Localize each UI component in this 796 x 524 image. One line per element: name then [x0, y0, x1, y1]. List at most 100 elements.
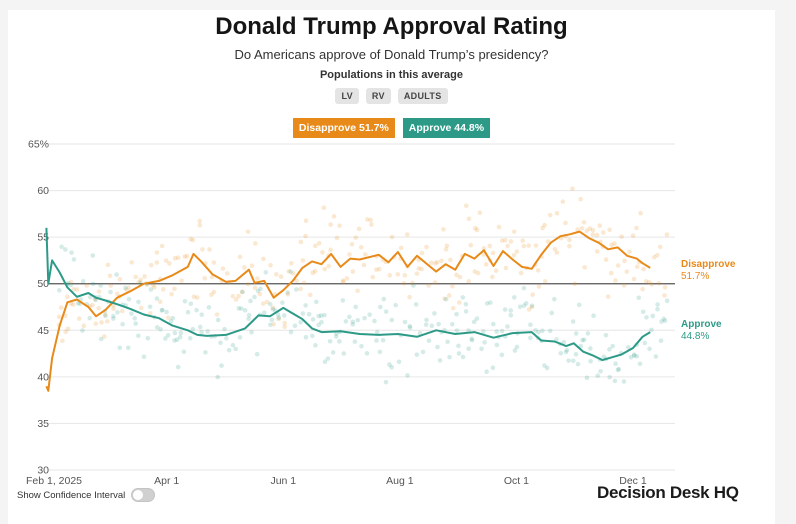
poll-dot [142, 274, 147, 279]
poll-dot [651, 254, 657, 260]
poll-dot [160, 307, 165, 313]
poll-dot [194, 307, 199, 313]
y-tick-label: 65% [28, 139, 49, 151]
poll-dot [363, 252, 368, 257]
poll-dot [563, 349, 569, 355]
poll-dot [133, 321, 138, 326]
poll-dot [655, 302, 660, 307]
population-adults-button[interactable]: ADULTS [397, 88, 448, 104]
poll-dot [646, 279, 652, 285]
poll-dot [167, 261, 172, 266]
poll-dot [285, 292, 291, 297]
poll-dot [278, 274, 284, 279]
population-lv-button[interactable]: LV [335, 88, 359, 104]
poll-dot [396, 359, 402, 365]
approve-end-label: Approve [681, 319, 722, 330]
poll-dot [333, 334, 339, 339]
legend-disapprove: Disapprove 51.7% [292, 118, 395, 138]
poll-dot [588, 358, 593, 364]
poll-dot [505, 243, 510, 249]
poll-dot [542, 222, 547, 228]
poll-dot [214, 312, 220, 317]
poll-dot [514, 249, 520, 254]
poll-dot [518, 270, 524, 276]
poll-dot [321, 205, 327, 211]
poll-dot [159, 308, 165, 313]
poll-dot [533, 327, 538, 333]
poll-dot [456, 351, 462, 356]
poll-dot [322, 312, 327, 318]
poll-dot [316, 313, 322, 319]
poll-dot [300, 311, 306, 316]
poll-dot [466, 216, 472, 222]
poll-dot [62, 247, 68, 252]
poll-dot [194, 295, 200, 300]
poll-dot [261, 310, 267, 315]
poll-dot [626, 344, 631, 350]
poll-dot [529, 304, 535, 310]
poll-dot [494, 342, 500, 348]
poll-dot [594, 232, 600, 238]
poll-dot [624, 269, 630, 274]
poll-dot [496, 224, 502, 230]
poll-dot [129, 311, 134, 316]
poll-dot [90, 281, 96, 287]
poll-dot [499, 352, 505, 358]
poll-dot [570, 358, 576, 364]
poll-dot [298, 319, 303, 325]
poll-dot [316, 322, 321, 328]
poll-dot [111, 313, 116, 319]
poll-dot [374, 338, 379, 343]
legend-approve: Approve 44.8% [402, 118, 491, 138]
poll-dot [181, 349, 187, 355]
confidence-interval-toggle[interactable] [131, 488, 156, 502]
poll-dot [454, 311, 459, 317]
poll-dot [622, 258, 627, 264]
poll-dot [310, 333, 315, 339]
poll-dot [640, 309, 646, 315]
poll-dot [636, 295, 642, 301]
poll-dot [630, 233, 636, 238]
poll-dot [483, 262, 489, 267]
poll-dot [334, 235, 340, 241]
poll-dot [111, 306, 116, 312]
poll-dot [115, 309, 120, 315]
poll-dot [230, 342, 236, 348]
poll-dot [197, 218, 203, 224]
poll-dot [456, 343, 461, 349]
poll-dot [484, 301, 490, 306]
poll-dot [487, 243, 493, 249]
poll-dot [414, 352, 420, 357]
poll-dot [350, 319, 356, 325]
poll-dot [298, 239, 304, 245]
poll-dot [659, 319, 664, 324]
poll-dot [303, 335, 309, 340]
poll-dot [405, 373, 410, 378]
poll-dot [350, 322, 356, 327]
poll-dot [428, 260, 434, 265]
poll-dot [627, 249, 632, 255]
poll-dot [340, 278, 346, 283]
poll-dot [607, 347, 612, 352]
poll-dot [185, 309, 191, 315]
poll-dot [450, 305, 456, 311]
poll-dot [117, 345, 123, 351]
poll-dot [362, 315, 367, 321]
poll-dot [303, 303, 308, 308]
poll-dot [600, 230, 606, 235]
poll-dot [319, 319, 324, 325]
poll-dot [469, 336, 474, 342]
poll-dot [294, 278, 299, 283]
poll-dot [218, 340, 223, 346]
poll-dot [469, 337, 475, 343]
poll-dot [270, 306, 276, 312]
poll-dot [282, 324, 287, 330]
poll-dot [402, 319, 408, 325]
page-title: Donald Trump Approval Rating [215, 13, 568, 40]
disapprove-end-label: Disapprove [681, 259, 736, 270]
poll-dot [621, 283, 627, 288]
poll-dot [442, 296, 447, 301]
population-rv-button[interactable]: RV [365, 88, 391, 104]
poll-dot [419, 250, 425, 256]
